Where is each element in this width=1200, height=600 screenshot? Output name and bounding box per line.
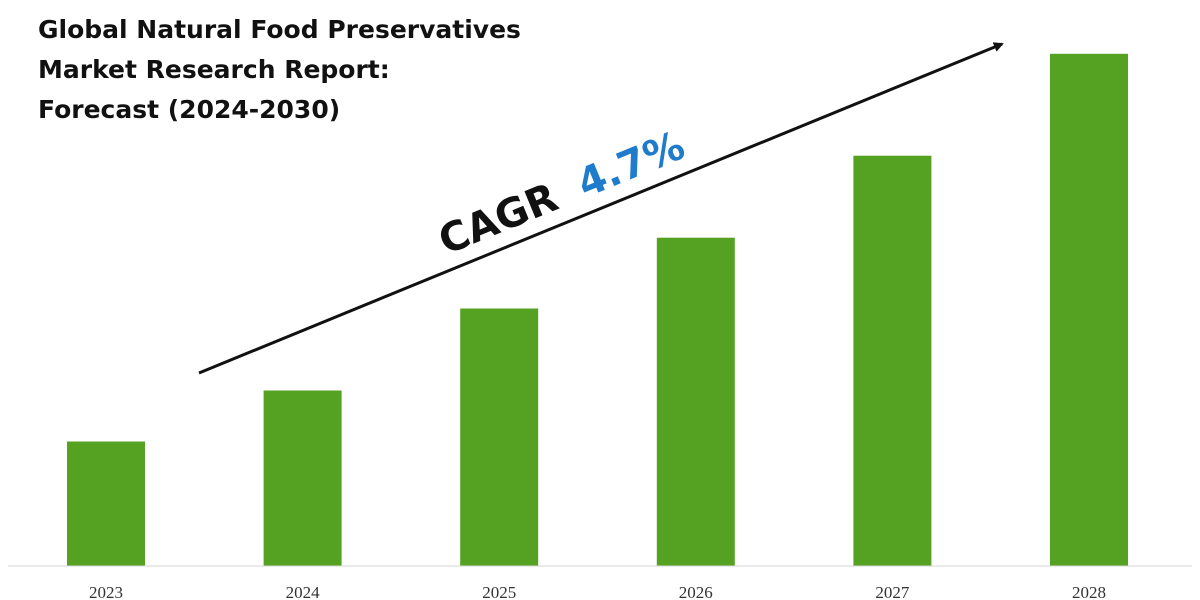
bar-2025 [460, 308, 539, 566]
x-tick-2025: 2025 [482, 583, 516, 600]
chart-title: Global Natural Food Preservatives Market… [36, 13, 523, 126]
title-line-3: Forecast (2024-2030) [38, 95, 340, 124]
bar-2023 [67, 441, 145, 566]
bar-2024 [263, 390, 342, 566]
title-line-1: Global Natural Food Preservatives [38, 15, 521, 44]
x-tick-2026: 2026 [679, 583, 713, 600]
x-tick-labels: 2023 2024 2025 2026 2027 2028 [89, 583, 1106, 600]
bar-2026 [656, 237, 735, 566]
x-tick-2024: 2024 [286, 583, 321, 600]
cagr-annotation: CAGR 4.7% [432, 123, 691, 265]
bars [67, 53, 1128, 567]
x-tick-2028: 2028 [1072, 583, 1106, 600]
growth-arrow [198, 42, 1004, 375]
bar-2027 [853, 155, 932, 566]
x-tick-2023: 2023 [89, 583, 123, 600]
title-line-2: Market Research Report: [38, 55, 390, 84]
bar-2028 [1050, 53, 1128, 567]
x-tick-2027: 2027 [875, 583, 910, 600]
